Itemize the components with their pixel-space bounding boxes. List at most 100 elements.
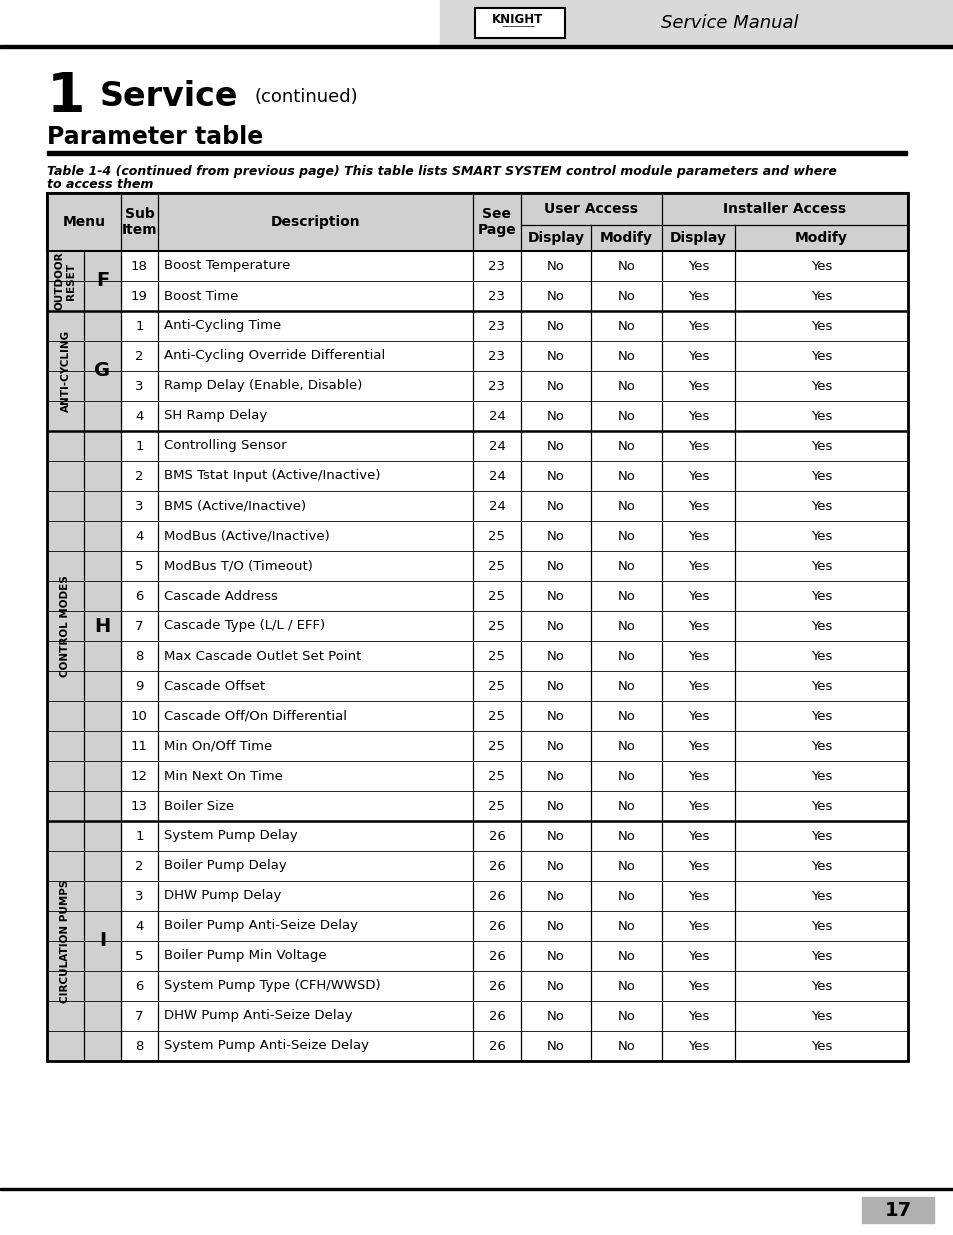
Bar [47,641,907,671]
Text: 10: 10 [131,709,148,722]
Text: Parameter table: Parameter table [47,125,263,149]
Text: Yes: Yes [810,350,831,363]
Text: No: No [617,320,635,332]
Text: Yes: Yes [687,499,708,513]
Bar [47,701,907,731]
Text: Min Next On Time: Min Next On Time [164,769,283,783]
Text: Yes: Yes [810,379,831,393]
Text: Yes: Yes [687,410,708,422]
Text: Yes: Yes [687,440,708,452]
Bar [47,193,907,251]
Text: Yes: Yes [687,979,708,993]
Text: Yes: Yes [687,709,708,722]
Text: No: No [617,889,635,903]
Text: No: No [617,620,635,632]
Text: Yes: Yes [687,530,708,542]
Text: KNIGHT: KNIGHT [492,14,543,26]
Bar [47,611,907,641]
Text: 4: 4 [135,530,144,542]
Text: Yes: Yes [687,1009,708,1023]
Text: Yes: Yes [687,320,708,332]
Bar [47,1002,907,1031]
Bar [47,551,907,580]
Text: No: No [617,350,635,363]
Text: Yes: Yes [810,530,831,542]
Text: Yes: Yes [687,589,708,603]
Bar [47,671,907,701]
Text: CONTROL MODES: CONTROL MODES [60,576,71,677]
Text: No: No [617,709,635,722]
Text: 11: 11 [131,740,148,752]
Text: CIRCULATION PUMPS: CIRCULATION PUMPS [60,879,71,1003]
Text: No: No [617,950,635,962]
Text: 25: 25 [488,650,505,662]
Text: No: No [546,469,564,483]
Text: Yes: Yes [687,679,708,693]
Text: Yes: Yes [810,950,831,962]
Text: No: No [546,259,564,273]
Text: Modify: Modify [599,231,652,245]
Text: Yes: Yes [810,979,831,993]
Text: G: G [94,362,111,380]
Text: Yes: Yes [810,740,831,752]
Bar [0,44,953,48]
Bar [47,851,907,881]
Text: 25: 25 [488,559,505,573]
Text: No: No [546,289,564,303]
Text: (continued): (continued) [254,88,358,106]
Bar [47,282,907,311]
Bar [47,193,907,251]
Text: No: No [617,650,635,662]
Text: Table 1-4 (continued from previous page) This table lists SMART SYSTEM control m: Table 1-4 (continued from previous page)… [47,165,836,178]
Text: Yes: Yes [810,320,831,332]
Text: Yes: Yes [687,350,708,363]
Text: No: No [617,259,635,273]
Text: 26: 26 [488,830,505,842]
Text: No: No [546,1040,564,1052]
Text: Sub
Item: Sub Item [122,207,157,237]
Text: Menu: Menu [63,215,106,228]
Text: No: No [546,769,564,783]
Text: Yes: Yes [687,469,708,483]
Text: No: No [546,950,564,962]
Text: 24: 24 [488,499,505,513]
Bar [47,401,907,431]
Text: Yes: Yes [810,620,831,632]
Text: 25: 25 [488,620,505,632]
Text: 1: 1 [135,320,144,332]
Text: See
Page: See Page [477,207,516,237]
Text: No: No [617,860,635,872]
Text: BMS Tstat Input (Active/Inactive): BMS Tstat Input (Active/Inactive) [164,469,380,483]
Text: Boiler Pump Min Voltage: Boiler Pump Min Voltage [164,950,326,962]
Text: 4: 4 [135,920,144,932]
Text: Yes: Yes [810,289,831,303]
Text: No: No [546,530,564,542]
Bar [47,761,907,790]
Text: Yes: Yes [810,1040,831,1052]
Text: No: No [617,679,635,693]
Text: No: No [617,979,635,993]
Text: No: No [617,920,635,932]
Text: 8: 8 [135,650,144,662]
Bar [47,431,84,821]
Text: OUTDOOR
RESET: OUTDOOR RESET [54,252,76,310]
Text: Yes: Yes [687,740,708,752]
Text: No: No [617,499,635,513]
Text: Yes: Yes [687,799,708,813]
Text: Boiler Size: Boiler Size [164,799,233,813]
Text: System Pump Type (CFH/WWSD): System Pump Type (CFH/WWSD) [164,979,380,993]
Text: No: No [546,979,564,993]
Text: 3: 3 [135,379,144,393]
Text: Yes: Yes [687,860,708,872]
Text: 25: 25 [488,799,505,813]
Text: No: No [546,1009,564,1023]
Text: Service Manual: Service Manual [660,14,798,32]
Text: Cascade Offset: Cascade Offset [164,679,265,693]
Text: No: No [617,830,635,842]
Bar [47,580,907,611]
Text: Yes: Yes [687,650,708,662]
Text: 25: 25 [488,530,505,542]
Text: Anti-Cycling Override Differential: Anti-Cycling Override Differential [164,350,385,363]
Text: Yes: Yes [687,289,708,303]
Bar [47,151,906,156]
